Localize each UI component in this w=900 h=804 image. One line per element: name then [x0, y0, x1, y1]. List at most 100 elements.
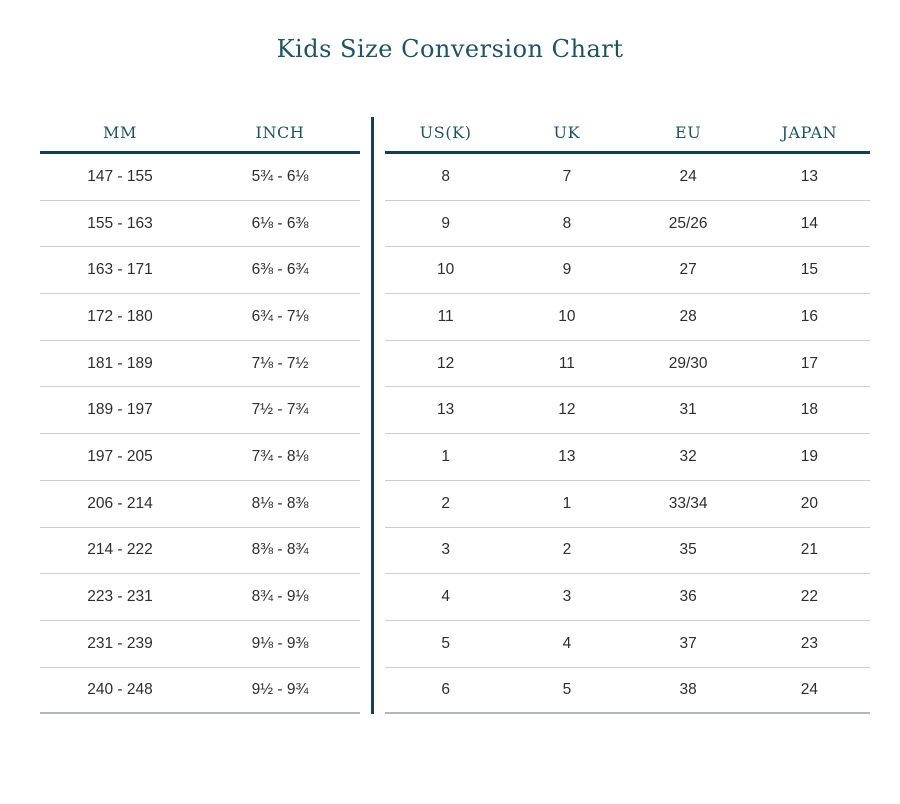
table-cell: 12	[437, 354, 455, 372]
table-row: 147 - 155 5¾ - 6⅛	[40, 154, 360, 201]
table-cell: 17	[800, 354, 818, 372]
table-cell: 37	[679, 634, 697, 652]
table-cell: 8	[562, 214, 572, 232]
table-cell: 24	[800, 680, 818, 698]
table-cell: 24	[679, 167, 697, 185]
table-row: 197 - 205 7¾ - 8⅛	[40, 434, 360, 481]
table-cell: 214 - 222	[87, 541, 153, 559]
table-row: 5 4 37 23	[385, 621, 870, 668]
table-cell: 147 - 155	[87, 167, 153, 185]
table-cell: 9	[562, 261, 572, 279]
table-cell: 16	[800, 307, 818, 325]
table-cell: 9	[441, 214, 450, 232]
table-cell: 2	[441, 494, 450, 512]
table-cell: 36	[679, 588, 697, 606]
page-title: Kids Size Conversion Chart	[276, 35, 624, 63]
table-cell: 10	[558, 307, 576, 325]
table-cell: 6⅛ - 6⅜	[251, 214, 309, 232]
table-cell: 6¾ - 7⅛	[251, 307, 309, 325]
table-row: 9 8 25/26 14	[385, 201, 870, 248]
table-cell: 20	[800, 494, 818, 512]
table-cell: 6⅜ - 6¾	[251, 261, 309, 279]
table-cell: 5	[441, 634, 450, 652]
table-cell: 181 - 189	[87, 354, 153, 372]
table-cell: 8⅜ - 8¾	[251, 541, 309, 559]
table-cell: 28	[679, 307, 697, 325]
table-row: 10 9 27 15	[385, 247, 870, 295]
table-row: 214 - 222 8⅜ - 8¾	[40, 528, 360, 575]
table-cell: 3	[441, 541, 450, 559]
table-cell: 25/26	[668, 214, 708, 232]
table-cell: 13	[800, 167, 818, 185]
foot-length-table: MM INCH 147 - 155 5¾ - 6⅛ 155 - 163 6⅛ - 6⅜ 16…	[40, 117, 360, 715]
table-cell: 35	[679, 541, 697, 559]
table-cell: 38	[679, 680, 697, 698]
table-cell: 172 - 180	[87, 307, 153, 325]
table-cell: 11	[437, 307, 454, 325]
table-cell: 231 - 239	[87, 634, 153, 652]
table-cell: 4	[562, 634, 572, 652]
table-cell: 5¾ - 6⅛	[251, 167, 309, 185]
table-cell: 4	[441, 588, 450, 606]
page: Kids Size Conversion Chart MM INCH 147 - 1…	[0, 34, 900, 715]
column-header: UK	[553, 122, 581, 142]
table-row: 231 - 239 9⅛ - 9⅜	[40, 621, 360, 668]
table-cell: 9⅛ - 9⅜	[251, 634, 309, 652]
conversion-tables-section: MM INCH 147 - 155 5¾ - 6⅛ 155 - 163 6⅛ - 6⅜ 16…	[0, 117, 900, 715]
table-row: 181 - 189 7⅛ - 7½	[40, 341, 360, 388]
column-header: EU	[674, 122, 702, 142]
table-cell: 7⅛ - 7½	[251, 354, 309, 372]
table-cell: 7¾ - 8⅛	[251, 447, 309, 465]
table-cell: 206 - 214	[87, 494, 153, 512]
table-cell: 6	[441, 680, 450, 698]
column-header: MM	[103, 122, 137, 142]
table-cell: 9½ - 9¾	[251, 680, 309, 698]
table-row: 163 - 171 6⅜ - 6¾	[40, 247, 360, 295]
table-cell: 155 - 163	[87, 214, 153, 232]
table-cell: 22	[800, 588, 818, 606]
table-cell: 15	[800, 261, 818, 279]
column-header: JAPAN	[781, 122, 838, 142]
table-row: 240 - 248 9½ - 9¾	[40, 668, 360, 715]
table-cell: 14	[800, 214, 818, 232]
table-row: 3 2 35 21	[385, 528, 870, 575]
table-row: 8 7 24 13	[385, 154, 870, 201]
table-divider	[371, 117, 374, 715]
table-row: 11 10 28 16	[385, 294, 870, 341]
table-cell: 8	[441, 167, 450, 185]
table-cell: 23	[800, 634, 818, 652]
table-cell: 5	[562, 680, 572, 698]
table-cell: 11	[558, 354, 575, 372]
table-cell: 163 - 171	[87, 261, 153, 279]
table-header-row: US(K) UK EU JAPAN	[385, 117, 870, 154]
table-cell: 18	[800, 401, 818, 419]
table-cell: 10	[437, 261, 455, 279]
table-cell: 8¾ - 9⅛	[251, 588, 309, 606]
table-cell: 27	[679, 261, 697, 279]
table-cell: 240 - 248	[87, 680, 153, 698]
table-cell: 32	[679, 447, 697, 465]
column-header: US(K)	[419, 122, 472, 142]
table-cell: 33/34	[668, 494, 708, 512]
table-cell: 13	[558, 447, 576, 465]
table-cell: 31	[679, 401, 697, 419]
table-cell: 1	[562, 494, 572, 512]
table-row: 2 1 33/34 20	[385, 481, 870, 528]
table-row: 172 - 180 6¾ - 7⅛	[40, 294, 360, 341]
table-row: 12 11 29/30 17	[385, 341, 870, 388]
table-row: 13 12 31 18	[385, 387, 870, 435]
table-row: 155 - 163 6⅛ - 6⅜	[40, 201, 360, 248]
table-cell: 1	[441, 447, 450, 465]
table-cell: 19	[800, 447, 818, 465]
table-cell: 12	[558, 401, 576, 419]
table-cell: 189 - 197	[87, 401, 153, 419]
table-cell: 7	[562, 167, 572, 185]
international-sizes-table: US(K) UK EU JAPAN 8 7 24 13 9 8 25/26 14 10 9 27 15 11 10…	[385, 117, 870, 715]
table-row: 206 - 214 8⅛ - 8⅜	[40, 481, 360, 528]
table-cell: 29/30	[668, 354, 708, 372]
table-row: 1 13 32 19	[385, 434, 870, 481]
table-cell: 197 - 205	[87, 447, 153, 465]
table-cell: 13	[437, 401, 455, 419]
table-cell: 3	[562, 588, 572, 606]
table-cell: 7½ - 7¾	[251, 401, 309, 419]
